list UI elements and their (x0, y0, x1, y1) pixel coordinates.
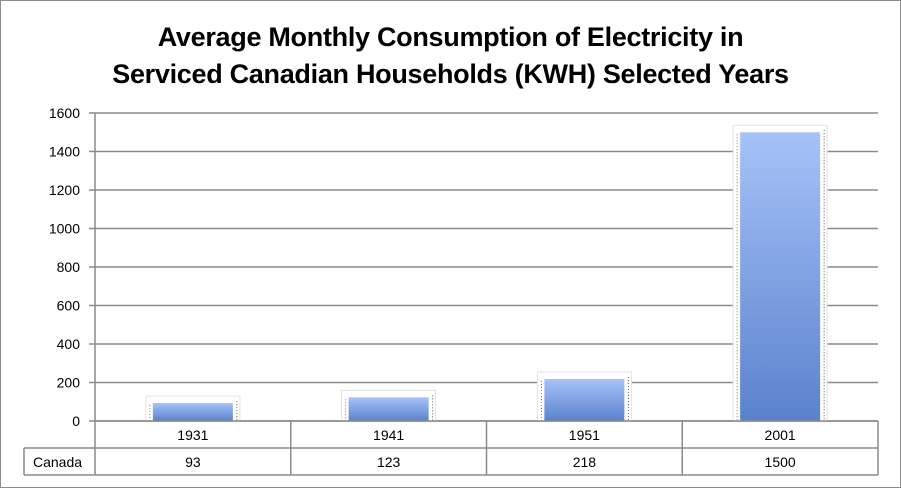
y-tick-label: 1600 (49, 105, 80, 121)
y-axis-tick-labels: 0 200 400 600 800 1000 1200 1400 1600 (49, 105, 80, 429)
y-tick-label: 1000 (49, 221, 80, 237)
bar-2001 (740, 132, 821, 421)
table-category-label: 1941 (373, 427, 404, 443)
y-tick-label: 800 (57, 259, 81, 275)
bar-1931 (152, 403, 233, 421)
table-value-label: 218 (573, 454, 597, 470)
bar-1941 (348, 397, 429, 421)
table-value-label: 1500 (765, 454, 796, 470)
y-tick-label: 1400 (49, 144, 80, 160)
table-value-label: 123 (377, 454, 401, 470)
y-tick-label: 1200 (49, 182, 80, 198)
chart-title-line-1: Average Monthly Consumption of Electrici… (157, 22, 744, 52)
table-category-label: 1951 (569, 427, 600, 443)
y-tick-label: 600 (57, 298, 81, 314)
y-tick-label: 400 (57, 336, 81, 352)
table-value-label: 93 (185, 454, 201, 470)
chart-title: Average Monthly Consumption of Electrici… (1, 19, 900, 93)
table-category-label: 2001 (765, 427, 796, 443)
data-table: 1931 1941 1951 2001 Canada 93 123 218 1500 (23, 420, 879, 476)
chart-title-line-2: Serviced Canadian Households (KWH) Selec… (112, 59, 789, 89)
table-series-label: Canada (33, 454, 82, 470)
y-tick-label: 0 (72, 413, 80, 429)
bar-1951 (544, 379, 625, 421)
y-tick-label: 200 (57, 375, 81, 391)
table-category-label: 1931 (177, 427, 208, 443)
bars (145, 124, 828, 422)
